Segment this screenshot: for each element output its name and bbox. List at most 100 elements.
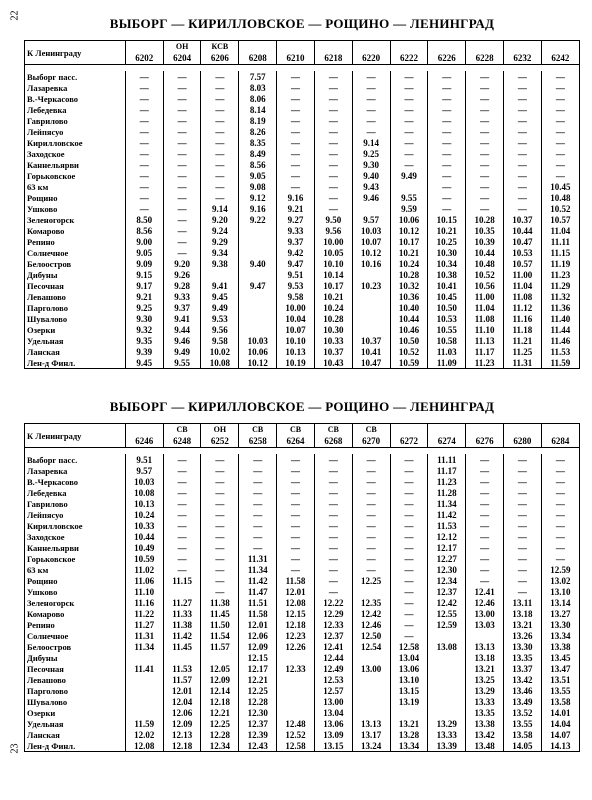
train-type [239, 41, 277, 51]
time-cell: 12.22 [314, 597, 352, 608]
time-cell: 13.00 [466, 608, 504, 619]
time-cell: — [390, 454, 428, 465]
station-name: Горьковское [25, 170, 126, 181]
time-cell: — [390, 159, 428, 170]
time-cell: 12.37 [239, 718, 277, 729]
time-cell: — [503, 498, 541, 509]
time-cell: — [352, 454, 390, 465]
time-cell: 10.48 [466, 258, 504, 269]
time-cell: 9.09 [125, 258, 163, 269]
time-cell: — [390, 93, 428, 104]
time-cell: 11.19 [541, 258, 579, 269]
time-cell: — [352, 71, 390, 82]
time-cell: 10.57 [541, 214, 579, 225]
station-name: Озерки [25, 707, 126, 718]
time-cell: — [163, 564, 201, 575]
time-cell: — [314, 476, 352, 487]
time-cell: 13.34 [541, 630, 579, 641]
time-cell: 13.09 [314, 729, 352, 740]
station-name: Удельная [25, 718, 126, 729]
time-cell: — [277, 71, 315, 82]
time-cell: — [541, 509, 579, 520]
time-cell: 9.33 [163, 291, 201, 302]
time-cell: — [163, 498, 201, 509]
time-cell: 11.59 [125, 718, 163, 729]
time-cell: 9.43 [352, 181, 390, 192]
time-cell: — [277, 159, 315, 170]
time-cell: 9.46 [163, 335, 201, 346]
time-cell: 11.58 [239, 608, 277, 619]
time-cell: — [352, 498, 390, 509]
train-number: 6232 [503, 51, 541, 65]
time-cell: 10.30 [314, 324, 352, 335]
time-cell: 12.57 [314, 685, 352, 696]
time-cell: — [239, 509, 277, 520]
time-cell: 10.12 [352, 247, 390, 258]
time-cell: 10.19 [277, 357, 315, 369]
time-cell: — [352, 115, 390, 126]
time-cell: — [125, 203, 163, 214]
time-cell: — [277, 542, 315, 553]
station-name: Кирилловское [25, 137, 126, 148]
station-name: Песочная [25, 663, 126, 674]
time-cell [428, 630, 466, 641]
time-cell: 10.58 [428, 335, 466, 346]
train-type [541, 424, 579, 434]
time-cell: 10.52 [541, 203, 579, 214]
time-cell: 13.28 [390, 729, 428, 740]
time-cell: — [314, 159, 352, 170]
time-cell [466, 630, 504, 641]
time-cell: — [390, 553, 428, 564]
time-cell: — [277, 476, 315, 487]
time-cell: — [201, 531, 239, 542]
time-cell: 10.21 [428, 225, 466, 236]
time-cell: 13.27 [541, 608, 579, 619]
time-cell: 11.45 [163, 641, 201, 652]
time-cell: 11.16 [503, 313, 541, 324]
time-cell: 9.47 [277, 258, 315, 269]
time-cell: — [201, 115, 239, 126]
time-cell: 11.33 [163, 608, 201, 619]
time-cell: 13.26 [503, 630, 541, 641]
time-cell: 10.33 [125, 520, 163, 531]
time-cell: — [428, 93, 466, 104]
time-cell: — [390, 487, 428, 498]
time-cell: 9.41 [163, 313, 201, 324]
time-cell: 12.37 [428, 586, 466, 597]
time-cell: — [390, 104, 428, 115]
time-cell: — [163, 542, 201, 553]
time-cell: — [503, 82, 541, 93]
time-cell: 11.54 [201, 630, 239, 641]
time-cell: 12.43 [239, 740, 277, 752]
time-cell: — [503, 192, 541, 203]
train-number: 6258 [239, 434, 277, 448]
time-cell: 11.53 [541, 346, 579, 357]
time-cell: 9.56 [201, 324, 239, 335]
time-cell: 10.06 [390, 214, 428, 225]
time-cell: 11.10 [125, 586, 163, 597]
time-cell: 10.03 [125, 476, 163, 487]
direction-header: К Ленинграду [25, 41, 126, 65]
time-cell: 14.07 [541, 729, 579, 740]
time-cell: 10.43 [314, 357, 352, 369]
train-number: 6246 [125, 434, 163, 448]
time-cell: 13.35 [466, 707, 504, 718]
station-name: Лебедевка [25, 104, 126, 115]
time-cell: 14.05 [503, 740, 541, 752]
time-cell: — [314, 542, 352, 553]
time-cell: — [163, 236, 201, 247]
time-cell: 11.34 [239, 564, 277, 575]
time-cell: 12.48 [277, 718, 315, 729]
time-cell: 10.41 [352, 346, 390, 357]
time-cell: 11.15 [163, 575, 201, 586]
train-type [277, 41, 315, 51]
time-cell: — [390, 597, 428, 608]
time-cell: 9.35 [125, 335, 163, 346]
time-cell: 11.03 [428, 346, 466, 357]
train-type: СВ [352, 424, 390, 434]
time-cell: 10.38 [428, 269, 466, 280]
time-cell: 8.06 [239, 93, 277, 104]
time-cell: 12.04 [163, 696, 201, 707]
time-cell: 9.29 [201, 236, 239, 247]
time-cell: — [541, 454, 579, 465]
